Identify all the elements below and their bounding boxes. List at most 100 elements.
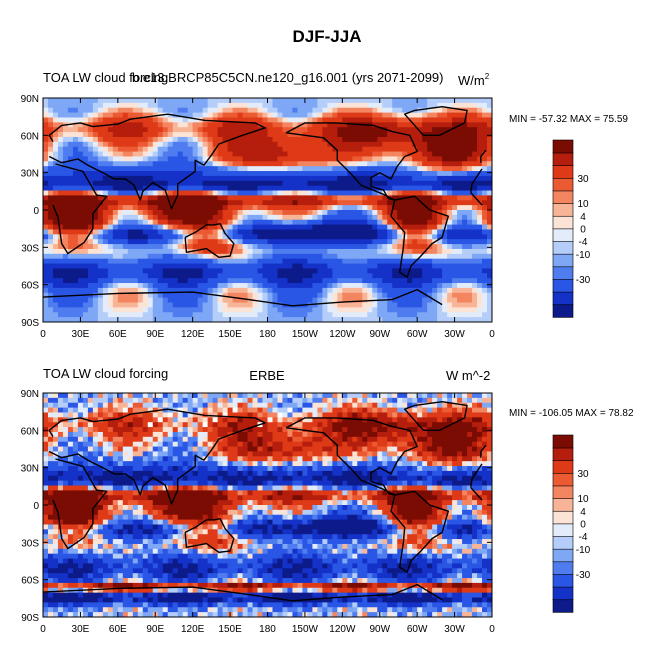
map-cell — [242, 166, 249, 172]
map-cell — [122, 107, 129, 114]
map-cell — [107, 402, 114, 409]
map-cell — [452, 248, 458, 255]
map-cell — [272, 253, 279, 260]
map-cell — [192, 258, 199, 265]
map-cell — [372, 219, 378, 226]
map-cell — [207, 180, 214, 187]
map-cell — [457, 210, 463, 216]
map-cell — [82, 402, 89, 409]
map-cell — [97, 263, 104, 270]
map-cell — [262, 393, 269, 399]
map-cell — [267, 417, 274, 423]
map-cell — [437, 278, 443, 284]
map-cell — [187, 402, 194, 409]
map-cell — [287, 219, 294, 226]
map-cell — [77, 229, 84, 235]
map-cell — [187, 268, 194, 274]
map-cell — [462, 317, 468, 322]
map-cell — [157, 136, 164, 143]
map-cell — [157, 127, 164, 133]
map-cell — [437, 122, 443, 128]
map-cell — [277, 278, 284, 284]
map-cell — [192, 422, 199, 428]
map-cell — [472, 102, 478, 109]
map-cell — [262, 107, 269, 114]
map-cell — [422, 397, 428, 404]
map-cell — [147, 268, 154, 274]
map-cell — [57, 102, 64, 109]
map-cell — [337, 302, 343, 308]
coastline — [480, 149, 487, 157]
map-cell — [307, 244, 313, 250]
map-cell — [302, 219, 309, 226]
map-cell — [472, 393, 478, 399]
map-cell — [212, 302, 219, 308]
map-cell — [202, 136, 209, 143]
map-cell — [207, 132, 214, 138]
map-cell — [47, 234, 54, 240]
map-cell — [157, 190, 164, 196]
map-cell — [287, 102, 294, 109]
map-cell — [372, 210, 378, 216]
map-cell — [482, 268, 488, 274]
map-cell — [162, 185, 169, 192]
map-cell — [457, 214, 463, 221]
map-cell — [122, 185, 129, 192]
map-cell — [417, 312, 423, 318]
map-cell — [72, 102, 79, 109]
map-cell — [237, 161, 244, 167]
map-cell — [132, 98, 139, 104]
map-cell — [207, 127, 214, 133]
map-cell — [377, 136, 383, 143]
map-cell — [162, 151, 169, 158]
map-cell — [167, 397, 174, 404]
map-cell — [47, 122, 54, 128]
map-cell — [472, 402, 478, 409]
map-cell — [367, 248, 373, 255]
map-cell — [132, 253, 139, 260]
map-cell — [77, 431, 84, 438]
map-cell — [212, 307, 219, 313]
map-cell — [257, 268, 264, 274]
map-cell — [252, 141, 259, 148]
map-cell — [172, 141, 179, 148]
map-cell — [442, 302, 448, 308]
map-cell — [362, 161, 368, 167]
map-cell — [282, 102, 289, 109]
map-cell — [467, 210, 473, 216]
map-cell — [342, 112, 348, 119]
map-cell — [92, 239, 99, 245]
map-cell — [317, 412, 323, 418]
map-cell — [402, 224, 408, 231]
map-cell — [142, 151, 149, 158]
map-cell — [267, 278, 274, 284]
map-cell — [487, 263, 492, 270]
map-cell — [342, 200, 348, 206]
map-cell — [43, 253, 49, 260]
map-cell — [147, 195, 154, 201]
map-cell — [57, 402, 64, 409]
map-cell — [462, 407, 468, 414]
map-cell — [412, 190, 418, 196]
map-cell — [62, 151, 69, 158]
map-cell — [237, 258, 244, 265]
map-cell — [472, 171, 478, 177]
map-cell — [132, 268, 139, 274]
map-cell — [452, 175, 458, 182]
map-cell — [317, 136, 323, 143]
map-cell — [337, 166, 343, 172]
map-cell — [112, 248, 119, 255]
map-cell — [347, 312, 353, 318]
colorbar-label: -10 — [576, 250, 591, 261]
map-cell — [367, 239, 373, 245]
map-cell — [277, 297, 284, 304]
map-cell — [372, 195, 378, 201]
map-cell — [47, 219, 54, 226]
map-cell — [387, 200, 393, 206]
map-cell — [277, 393, 284, 399]
map-cell — [262, 195, 269, 201]
map-cell — [202, 292, 209, 299]
map-cell — [207, 258, 214, 265]
map-cell — [242, 127, 249, 133]
map-cell — [112, 214, 119, 221]
